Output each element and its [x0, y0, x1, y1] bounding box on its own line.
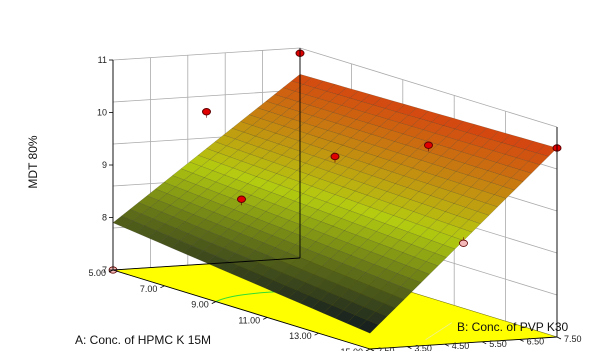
- x-tick-label: 11.00: [238, 315, 260, 325]
- z-tick-label: 9: [102, 160, 107, 170]
- surface-cell: [358, 319, 379, 334]
- axis-frame: [112, 48, 558, 350]
- design-point: [424, 141, 433, 149]
- y-tick-label: 3.50: [414, 344, 432, 351]
- y-tick-label: 2.50: [377, 346, 395, 351]
- floor-contour-line: [425, 322, 453, 341]
- tick-labels: 7 8 9 10 11 5.00 7.00 9.00 11.00 13.00 15.00 2.50 3.…: [88, 55, 582, 351]
- design-point: [202, 108, 211, 116]
- x-tick-mark: [108, 269, 114, 273]
- z-axis-title: MDT 80%: [26, 135, 40, 188]
- x-tick-label: 15.00: [340, 347, 363, 351]
- y-tick-label: 7.50: [564, 334, 582, 344]
- y-tick-mark: [482, 341, 487, 345]
- y-tick-mark: [407, 346, 412, 349]
- y-axis-title: B: Conc. of PVP K30: [457, 320, 569, 334]
- y-tick-mark: [556, 336, 562, 340]
- y-tick-mark: [444, 343, 449, 347]
- x-tick-mark: [160, 285, 165, 289]
- x-tick-mark: [314, 332, 319, 336]
- axis-line: [112, 257, 301, 271]
- x-tick-label: 9.00: [191, 300, 209, 310]
- z-tick-label: 10: [97, 108, 107, 118]
- x-axis-title: A: Conc. of HPMC K 15M: [75, 333, 211, 347]
- axis-line: [112, 269, 371, 350]
- y-tick-label: 4.50: [452, 341, 470, 351]
- design-point: [237, 195, 246, 203]
- y-tick-mark: [519, 339, 524, 342]
- response-surface: [112, 74, 558, 334]
- x-tick-label: 13.00: [289, 331, 312, 341]
- y-tick-label: 6.50: [527, 336, 545, 346]
- design-point: [459, 239, 468, 247]
- axis-line: [369, 336, 558, 350]
- x-tick-label: 7.00: [140, 284, 158, 294]
- z-tick-label: 8: [102, 213, 107, 223]
- x-tick-mark: [211, 301, 216, 304]
- z-tick-label: 11: [98, 55, 107, 65]
- z-tick-label: 7: [102, 265, 107, 275]
- design-point: [330, 152, 340, 161]
- x-tick-mark: [263, 317, 268, 320]
- y-tick-label: 5.50: [489, 339, 507, 349]
- x-tick-label: 5.00: [88, 268, 106, 278]
